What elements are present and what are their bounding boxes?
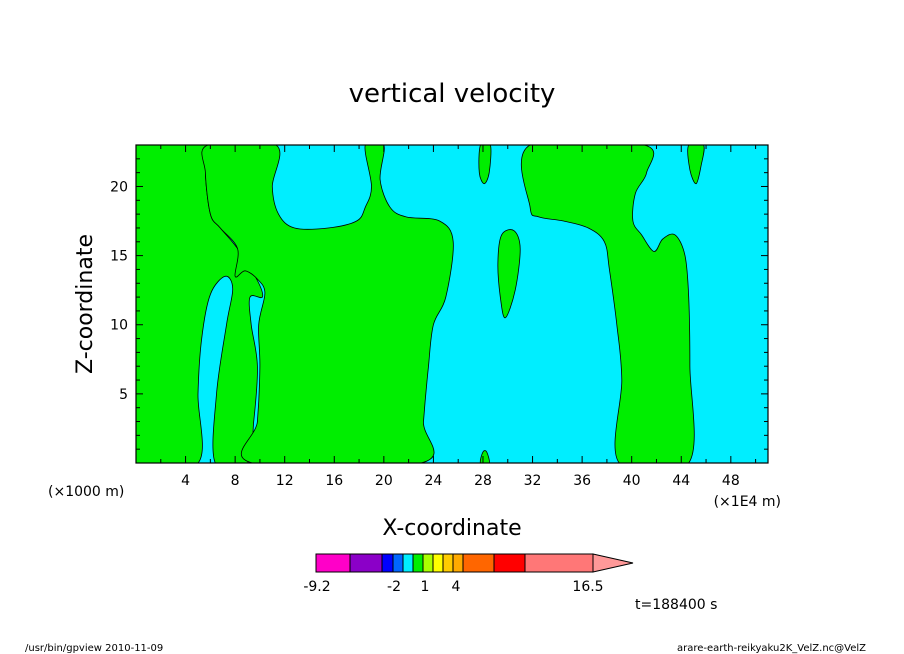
x-unit-right: (×1E4 m): [714, 494, 781, 510]
colorbar-segment: [315, 553, 351, 573]
footer-right: arare-earth-reikyaku2K_VelZ.nc@VelZ: [677, 643, 866, 654]
x-tick-label: 4: [181, 473, 190, 489]
y-tick-label: 15: [110, 249, 128, 265]
x-tick-label: 28: [474, 473, 492, 489]
colorbar-max-label: 16.5: [572, 579, 603, 595]
x-tick-label: 36: [573, 473, 591, 489]
colorbar-segment: [452, 553, 464, 573]
x-tick-label: 40: [623, 473, 641, 489]
x-tick-label: 32: [524, 473, 542, 489]
colorbar-segment: [422, 553, 434, 573]
colorbar-tick-label: 4: [452, 579, 461, 595]
contour-region-updraft-right: [520, 145, 695, 463]
colorbar-segment: [432, 553, 444, 573]
x-tick-label: 24: [424, 473, 442, 489]
colorbar-segment: [381, 553, 394, 573]
y-tick-label: 20: [110, 179, 128, 195]
y-tick-label: 10: [110, 318, 128, 334]
colorbar-segment: [442, 553, 454, 573]
colorbar-min-label: -9.2: [303, 579, 330, 595]
colorbar-segment: [493, 553, 526, 573]
contour-regions: [136, 145, 705, 463]
contour-region-updraft-far-right-top: [687, 145, 705, 185]
y-axis-label: Z-coordinate: [73, 234, 98, 374]
colorbar-segment: [524, 553, 594, 573]
colorbar-segment: [392, 553, 404, 573]
contour-region-updraft-small-top: [478, 145, 492, 185]
colorbar: [315, 553, 634, 573]
footer-left: /usr/bin/gpview 2010-11-09: [25, 643, 163, 654]
x-tick-label: 44: [672, 473, 690, 489]
plot-frame: [135, 144, 769, 464]
y-axis: 5 10 15 20: [110, 158, 768, 450]
colorbar-segment: [462, 553, 495, 573]
colorbar-segment: [349, 553, 383, 573]
colorbar-tick-label: -2: [387, 579, 401, 595]
x-unit-left: (×1000 m): [48, 484, 124, 500]
x-tick-label: 16: [325, 473, 343, 489]
contour-region-updraft-small-mid: [497, 229, 521, 319]
chart-title: vertical velocity: [349, 79, 556, 109]
plot-area: [135, 144, 769, 464]
x-axis-label: X-coordinate: [382, 516, 521, 541]
colorbar-segment: [412, 553, 424, 573]
x-tick-label: 12: [276, 473, 294, 489]
y-tick-label: 5: [119, 387, 128, 403]
x-axis: 4 8 12 16 20 24 28 32 36 40 44 48: [160, 145, 757, 489]
x-tick-label: 48: [722, 473, 740, 489]
time-label: t=188400 s: [635, 597, 717, 613]
contour-region-updraft-center: [201, 145, 454, 463]
x-tick-label: 8: [231, 473, 240, 489]
colorbar-extend-arrow: [592, 553, 634, 573]
colorbar-tick-label: 1: [421, 579, 430, 595]
colorbar-segment: [402, 553, 414, 573]
x-tick-label: 20: [375, 473, 393, 489]
